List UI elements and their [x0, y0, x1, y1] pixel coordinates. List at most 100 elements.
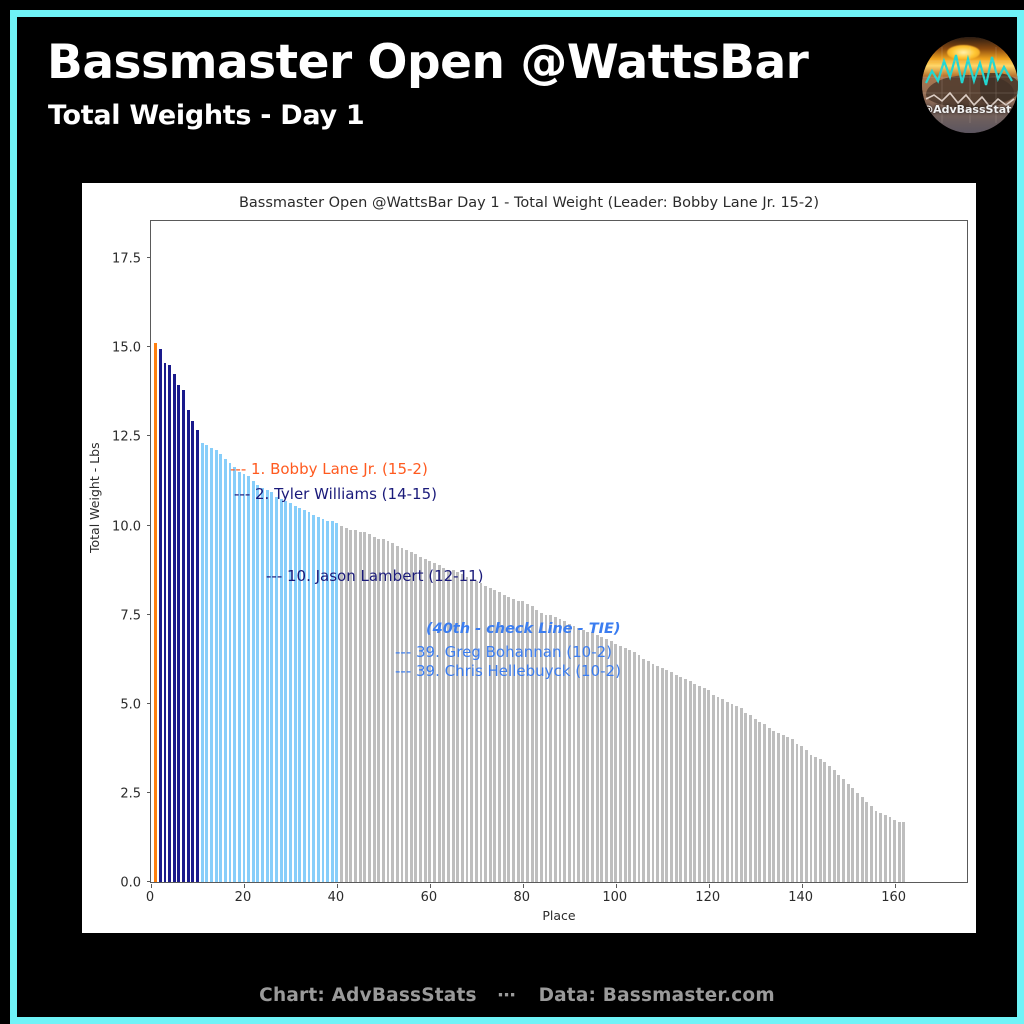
- page-title: Bassmaster Open @WattsBar: [47, 35, 809, 90]
- logo-sparkline-icon: [922, 47, 1018, 123]
- bar: [409, 552, 413, 882]
- footer-separator: ⋯: [497, 985, 518, 1006]
- bar: [507, 596, 511, 882]
- bar: [586, 632, 590, 882]
- bar: [595, 634, 599, 882]
- bar: [405, 550, 409, 882]
- plot-area: [147, 220, 968, 888]
- bar: [665, 670, 669, 882]
- y-axis-tick-label: 10.0: [112, 519, 141, 535]
- x-axis-tick-label: 160: [881, 890, 907, 905]
- y-axis-tick: [147, 881, 151, 882]
- bar: [484, 585, 488, 882]
- bar: [893, 819, 897, 882]
- bar: [767, 728, 771, 882]
- chart-card: Bassmaster Open @WattsBar Day 1 - Total …: [82, 183, 976, 933]
- bar: [372, 536, 376, 882]
- bar: [368, 534, 371, 882]
- bar: [865, 801, 869, 882]
- bar: [423, 559, 427, 882]
- bar: [330, 520, 334, 882]
- bar: [902, 821, 906, 882]
- bar-series: [151, 221, 967, 882]
- bar: [711, 694, 715, 882]
- bar: [154, 342, 158, 882]
- bar: [349, 529, 353, 882]
- bar: [828, 766, 831, 882]
- annotation-check-line: (40th - check Line - TIE): [426, 621, 621, 637]
- bar: [275, 496, 278, 882]
- bar: [814, 757, 818, 882]
- bar: [790, 739, 794, 882]
- footer-data-credit: Data: Bassmaster.com: [538, 985, 775, 1006]
- bar: [214, 449, 218, 882]
- bar: [377, 538, 381, 882]
- x-axis-tick: [243, 884, 245, 888]
- bar: [265, 489, 269, 882]
- bar: [326, 520, 330, 882]
- bar: [465, 576, 469, 882]
- bar: [247, 476, 251, 882]
- bar: [749, 714, 752, 882]
- page-subtitle: Total Weights - Day 1: [48, 100, 365, 131]
- bar: [344, 527, 348, 882]
- bar: [679, 677, 683, 882]
- bar: [879, 812, 883, 882]
- bar: [279, 498, 283, 882]
- bar: [200, 443, 204, 882]
- x-axis-tick: [522, 884, 524, 888]
- bar: [395, 545, 399, 882]
- bar: [656, 666, 660, 882]
- bar: [888, 817, 892, 882]
- bar: [567, 623, 571, 882]
- y-axis-label: Total Weight - Lbs: [87, 442, 102, 553]
- bar: [800, 746, 804, 882]
- bar: [256, 485, 260, 882]
- bar: [498, 592, 501, 882]
- annotation-leader: --- 1. Bobby Lane Jr. (15-2): [230, 460, 428, 478]
- bar: [502, 594, 506, 882]
- bar: [651, 663, 655, 882]
- bar: [237, 472, 241, 882]
- bar: [302, 509, 306, 882]
- bar: [512, 598, 515, 882]
- bar: [270, 492, 274, 882]
- bar: [684, 679, 687, 882]
- bar: [674, 674, 678, 882]
- bar: [744, 712, 748, 882]
- bar: [470, 579, 474, 882]
- bar: [818, 759, 822, 882]
- bar: [526, 603, 529, 882]
- annotation-second: --- 2. Tyler Williams (14-15): [234, 485, 437, 503]
- cyan-border: Bassmaster Open @WattsBar Total Weights …: [10, 10, 1024, 1024]
- bar: [261, 487, 264, 882]
- bar: [600, 636, 604, 882]
- y-axis-tick: [147, 346, 151, 348]
- x-axis-label: Place: [542, 908, 576, 923]
- bar: [340, 525, 343, 882]
- bar: [897, 821, 901, 882]
- x-axis-tick: [801, 884, 803, 888]
- bar: [832, 770, 836, 882]
- bar: [609, 641, 613, 882]
- bar: [670, 672, 673, 882]
- bar: [191, 420, 195, 882]
- x-axis-tick-label: 80: [513, 890, 531, 905]
- bar: [591, 632, 594, 882]
- bar: [688, 681, 692, 882]
- x-axis-tick: [615, 884, 617, 888]
- y-axis-tick: [147, 791, 151, 793]
- x-axis-tick: [894, 884, 896, 888]
- y-axis-tick: [147, 524, 151, 526]
- bar: [642, 659, 646, 882]
- x-axis-tick-label: 140: [788, 890, 814, 905]
- bar: [856, 792, 859, 882]
- bar: [307, 512, 311, 882]
- annotation-tenth: --- 10. Jason Lambert (12-11): [266, 567, 484, 585]
- footer: Chart: AdvBassStats ⋯ Data: Bassmaster.c…: [17, 985, 1017, 1006]
- x-axis-tick-label: 100: [602, 890, 628, 905]
- y-axis-tick-label: 15.0: [112, 340, 141, 356]
- bar: [163, 363, 167, 882]
- bar: [628, 650, 632, 882]
